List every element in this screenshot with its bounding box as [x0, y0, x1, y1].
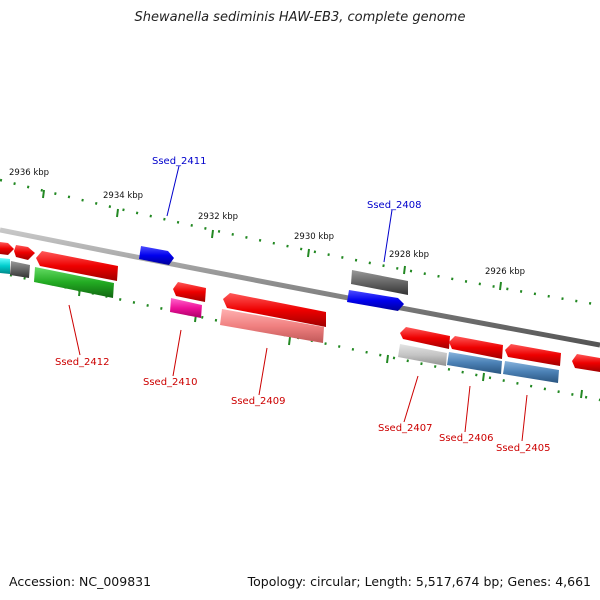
gene-label: Ssed_2409: [231, 396, 286, 407]
gene-label: Ssed_2407: [378, 423, 433, 434]
ruler-tick: [288, 336, 291, 346]
gene-label: Ssed_2411: [152, 156, 207, 167]
forward-genes: [0, 242, 600, 372]
ruler-tick: [211, 229, 214, 239]
gene-labels: Ssed_2411 Ssed_2408 Ssed_2412 Ssed_2410 …: [55, 156, 551, 454]
accession-text: Accession: NC_009831: [9, 574, 152, 589]
genome-title: Shewanella sediminis HAW-EB3, complete g…: [134, 10, 466, 25]
gene-label: Ssed_2412: [55, 357, 110, 368]
gene-arrow: [347, 290, 404, 311]
gene-label: Ssed_2410: [143, 377, 198, 388]
ruler-label: 2930 kbp: [294, 232, 334, 242]
ruler-tick: [482, 372, 485, 382]
ruler-label: 2926 kbp: [485, 267, 525, 277]
ruler-tick: [580, 389, 583, 399]
gene-arrow: [36, 251, 118, 281]
ruler-label: 2934 kbp: [103, 191, 143, 201]
gene-box: [447, 352, 502, 374]
ruler-tick: [386, 354, 389, 364]
ruler-tick: [307, 248, 310, 258]
ruler-label: 2932 kbp: [198, 212, 238, 222]
ruler-label: 2928 kbp: [389, 250, 429, 260]
gene-arrow: [173, 282, 206, 302]
gene-box: [398, 344, 447, 366]
ruler-tick: [42, 189, 45, 199]
gene-arrow: [400, 327, 450, 349]
gene-arrow: [449, 336, 503, 359]
ruler-tick: [403, 265, 406, 275]
topology-text: Topology: circular; Length: 5,517,674 bp…: [247, 574, 591, 589]
gene-box: [34, 267, 114, 298]
gene-label: Ssed_2405: [496, 443, 551, 454]
reverse-genes: [0, 258, 559, 383]
gene-box: [10, 261, 30, 278]
gene-label: Ssed_2406: [439, 433, 494, 444]
ruler-tick: [116, 208, 119, 218]
gene-arrow: [223, 293, 326, 327]
gene-arrow: [139, 246, 174, 265]
gene-box: [0, 258, 10, 274]
gene-arrow: [14, 245, 35, 260]
gene-arrow: [572, 354, 600, 372]
gene-arrow: [505, 344, 561, 366]
outer-ruler: [0, 178, 600, 307]
gene-arrow: [0, 242, 14, 255]
gene-box: [220, 309, 324, 343]
ruler-label: 2936 kbp: [9, 168, 49, 178]
gene-box: [170, 298, 202, 318]
genome-backbone: [0, 227, 600, 348]
gene-box: [503, 361, 559, 383]
gene-label: Ssed_2408: [367, 200, 422, 211]
label-leaders: [68, 165, 528, 442]
ruler-tick: [499, 281, 502, 291]
gene-arrow: [351, 270, 408, 295]
ruler-labels: 2936 kbp 2934 kbp 2932 kbp 2930 kbp 2928…: [9, 168, 525, 277]
